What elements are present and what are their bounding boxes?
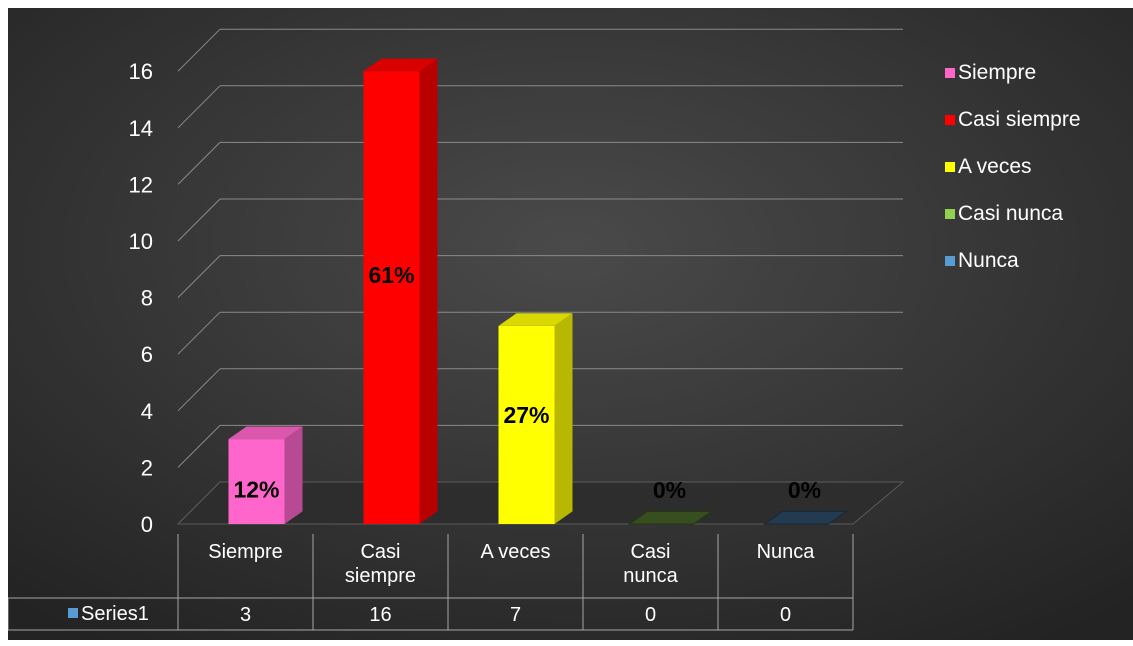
bar-side bbox=[554, 313, 573, 524]
legend-label: Casi siempre bbox=[958, 108, 1081, 131]
data-labels: 12% 61% 27% 0% 0% bbox=[233, 262, 821, 503]
legend-swatch bbox=[945, 256, 955, 266]
bars bbox=[228, 58, 849, 525]
gridline bbox=[177, 28, 903, 72]
gridline bbox=[177, 198, 903, 242]
bar-chart-3d: 0 2 4 6 8 10 12 14 16 12% 61% 27% 0% 0% Siempre Casi s… bbox=[8, 8, 1133, 640]
bar bbox=[627, 510, 714, 525]
bar-top bbox=[498, 313, 573, 326]
y-tick-label: 6 bbox=[141, 342, 153, 367]
legend-item: A veces bbox=[945, 155, 1032, 178]
table-value: 3 bbox=[240, 604, 251, 626]
table-value: 0 bbox=[780, 604, 791, 626]
data-label: 0% bbox=[788, 477, 821, 503]
y-axis: 0 2 4 6 8 10 12 14 16 bbox=[129, 59, 153, 537]
bar-front bbox=[498, 325, 555, 524]
bar bbox=[498, 313, 573, 524]
bar-side bbox=[284, 426, 303, 524]
legend-item: Siempre bbox=[945, 61, 1036, 84]
y-tick-label: 2 bbox=[141, 455, 153, 480]
legend-label: Nunca bbox=[958, 249, 1019, 272]
category-label: Siempre bbox=[208, 541, 282, 563]
gridline bbox=[177, 85, 903, 129]
y-tick-label: 0 bbox=[141, 512, 153, 537]
legend-item: Casi nunca bbox=[945, 202, 1063, 225]
data-label: 27% bbox=[503, 402, 549, 428]
gridline bbox=[177, 311, 903, 355]
bar-top bbox=[228, 426, 303, 440]
legend-swatch bbox=[945, 115, 955, 125]
legend-swatch bbox=[945, 68, 955, 78]
y-tick-label: 4 bbox=[141, 399, 153, 424]
bar bbox=[363, 58, 438, 524]
legend-label: A veces bbox=[958, 155, 1032, 178]
legend-label: Siempre bbox=[958, 61, 1036, 84]
bar bbox=[762, 510, 849, 525]
bar bbox=[228, 426, 303, 524]
data-label: 0% bbox=[653, 477, 686, 503]
legend-label: Casi nunca bbox=[958, 202, 1063, 225]
bar-front bbox=[363, 71, 420, 524]
y-tick-label: 16 bbox=[129, 59, 153, 84]
y-tick-label: 12 bbox=[129, 172, 153, 197]
y-tick-label: 10 bbox=[129, 229, 153, 254]
legend-item: Nunca bbox=[945, 249, 1019, 272]
category-label: Casi nunca bbox=[623, 541, 678, 587]
chart-frame: 0 2 4 6 8 10 12 14 16 12% 61% 27% 0% 0% Siempre Casi s… bbox=[8, 8, 1133, 640]
legend: Siempre Casi siempre A veces Casi nunca Nunc… bbox=[945, 61, 1081, 272]
category-label: Nunca bbox=[757, 541, 816, 563]
bar-top bbox=[627, 510, 714, 525]
gridline bbox=[177, 141, 903, 185]
bar-side bbox=[419, 58, 438, 524]
bar-top bbox=[762, 510, 849, 525]
series-key bbox=[68, 608, 78, 618]
y-tick-label: 8 bbox=[141, 286, 153, 311]
data-table: Siempre Casi siempre A veces Casi nunca Nunca S… bbox=[8, 534, 854, 631]
y-tick-label: 14 bbox=[129, 116, 153, 141]
legend-item: Casi siempre bbox=[945, 108, 1081, 131]
category-label: Casi siempre bbox=[345, 541, 416, 587]
category-label: A veces bbox=[480, 541, 550, 563]
legend-swatch bbox=[945, 162, 955, 172]
table-value: 16 bbox=[369, 604, 391, 626]
table-value: 7 bbox=[510, 604, 521, 626]
table-value: 0 bbox=[645, 604, 656, 626]
bar-top bbox=[363, 58, 438, 72]
series-name: Series1 bbox=[81, 603, 149, 625]
legend-swatch bbox=[945, 209, 955, 219]
data-label: 12% bbox=[233, 477, 279, 503]
bar-front bbox=[228, 439, 285, 524]
data-label: 61% bbox=[368, 262, 414, 288]
gridline bbox=[177, 255, 903, 298]
